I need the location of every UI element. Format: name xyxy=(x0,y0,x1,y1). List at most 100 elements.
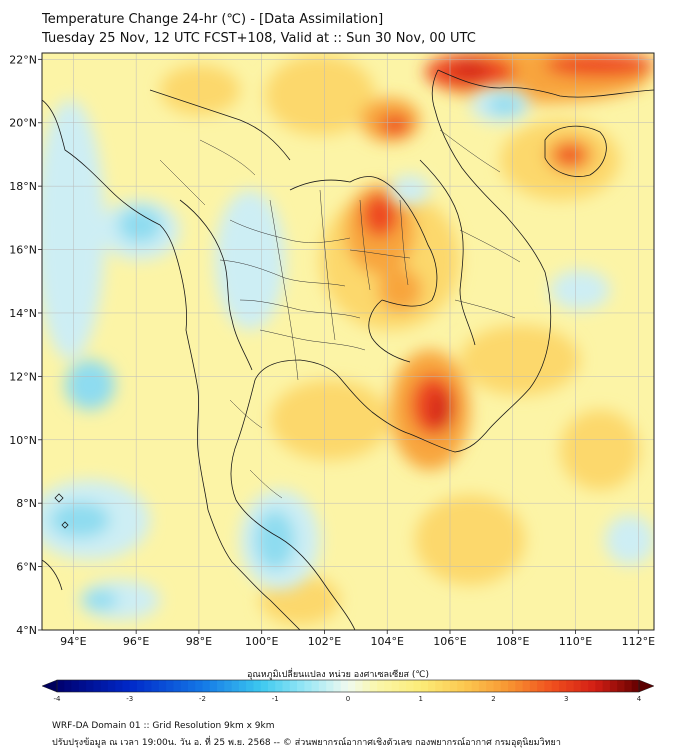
province-line xyxy=(219,259,346,287)
colorbar-cell xyxy=(340,680,349,692)
colorbar-cell xyxy=(202,680,211,692)
colorbar-cell xyxy=(362,680,371,692)
colorbar-cell xyxy=(195,680,203,692)
colorbar-cell xyxy=(580,680,589,692)
colorbar-cell xyxy=(435,680,443,692)
colorbar-cell xyxy=(406,680,414,692)
colorbar-cell xyxy=(57,680,65,692)
malay-peninsula-west xyxy=(207,509,301,630)
latitude-label: 12°N xyxy=(9,370,37,383)
colorbar-cell xyxy=(282,680,291,692)
thai-myanmar-border xyxy=(179,199,253,371)
province-line xyxy=(319,189,336,341)
colorbar-cell xyxy=(209,680,218,692)
latitude-label: 20°N xyxy=(9,117,37,130)
colorbar-cell xyxy=(297,680,305,692)
colorbar-cell xyxy=(187,680,196,692)
longitude-label: 112°E xyxy=(622,635,655,648)
colorbar-cell xyxy=(267,680,276,692)
latitude-label: 14°N xyxy=(9,307,37,320)
chart-title: Temperature Change 24-hr (℃) - [Data Ass… xyxy=(42,12,384,27)
colorbar-cell xyxy=(369,680,378,692)
cool-anomaly-blob xyxy=(42,100,105,360)
colorbar-cell xyxy=(391,680,400,692)
province-line xyxy=(454,299,516,319)
colorbar-cell xyxy=(486,680,494,692)
myanmar-coast xyxy=(42,99,209,511)
colorbar: -4 -3 -2 -1 0 1 2 3 4 xyxy=(41,679,655,703)
colorbar-cell xyxy=(217,680,225,692)
colorbar-tick-label: -1 xyxy=(272,695,279,703)
hainan xyxy=(544,125,607,177)
thai-cambodia-border xyxy=(368,299,411,363)
colorbar-cell xyxy=(260,680,269,692)
colorbar-cell xyxy=(151,680,160,692)
colorbar-tick-label: 3 xyxy=(564,695,568,703)
province-line xyxy=(459,229,521,263)
colorbar-cell xyxy=(624,680,633,692)
footer-model-info: WRF-DA Domain 01 :: Grid Resolution 9km … xyxy=(52,721,275,731)
colorbar-cell xyxy=(515,680,523,692)
cool-anomaly-blob xyxy=(50,502,110,538)
colorbar-cell xyxy=(224,680,232,692)
map-frame xyxy=(41,52,655,631)
colorbar-cell xyxy=(478,680,487,692)
colorbar-cell xyxy=(173,680,182,692)
colorbar-cell xyxy=(449,680,458,692)
warm-anomaly-blob xyxy=(545,53,654,77)
colorbar-cell xyxy=(500,680,509,692)
colorbar-cell xyxy=(238,680,247,692)
colorbar-cell xyxy=(442,680,451,692)
colorbar-cell xyxy=(137,680,145,692)
colorbar-cell xyxy=(413,680,422,692)
island-2 xyxy=(61,521,69,529)
cool-anomaly-blob xyxy=(487,95,523,115)
cool-anomaly-blob xyxy=(82,590,118,610)
colorbar-cell xyxy=(289,680,298,692)
longitude-label: 108°E xyxy=(496,635,529,648)
warm-anomaly-blob xyxy=(556,145,584,165)
colorbar-cell xyxy=(617,680,625,692)
latitude-label: 4°N xyxy=(16,624,37,637)
colorbar-cell xyxy=(78,680,87,692)
latitude-label: 8°N xyxy=(16,497,37,510)
colorbar-cell xyxy=(129,680,138,692)
longitude-label: 102°E xyxy=(308,635,341,648)
warm-anomaly-blob xyxy=(560,410,640,490)
colorbar-cell xyxy=(93,680,102,692)
colorbar-cell xyxy=(122,680,131,692)
warm-anomaly-blob xyxy=(270,380,390,460)
colorbar-cell xyxy=(180,680,189,692)
colorbar-cell xyxy=(115,680,123,692)
province-line xyxy=(439,129,501,173)
warm-anomaly-blob xyxy=(428,390,452,430)
warm-anomaly-blob xyxy=(380,115,410,135)
colorbar-tick-label: 2 xyxy=(491,695,495,703)
colorbar-cell xyxy=(573,680,582,692)
colorbar-cell xyxy=(602,680,611,692)
colorbar-cell xyxy=(529,680,538,692)
latitude-label: 10°N xyxy=(9,434,37,447)
colorbar-cell xyxy=(595,680,604,692)
colorbar-cell xyxy=(384,680,393,692)
colorbar-cell xyxy=(522,680,531,692)
chart-subtitle: Tuesday 25 Nov, 12 UTC FCST+108, Valid a… xyxy=(42,31,476,46)
colorbar-cell xyxy=(544,680,553,692)
colorbar-cell xyxy=(64,680,72,692)
colorbar-cell xyxy=(377,680,385,692)
colorbar-tick-label: -3 xyxy=(126,695,133,703)
longitude-labels: 94°E 96°E 98°E 100°E 102°E 104°E 106°E 108°E 110… xyxy=(60,630,655,648)
malay-peninsula-east xyxy=(230,439,356,630)
province-line xyxy=(359,199,371,291)
colorbar-tick-label: -4 xyxy=(54,695,62,703)
provincial-boundaries xyxy=(159,129,521,499)
cool-anomaly-blob xyxy=(605,515,654,565)
colorbar-cell xyxy=(311,680,320,692)
colorbar-cell xyxy=(348,680,356,692)
province-line xyxy=(229,219,351,243)
latitude-label: 22°N xyxy=(9,53,37,66)
latitude-label: 6°N xyxy=(16,561,37,574)
colorbar-cell xyxy=(493,680,502,692)
colorbar-cell xyxy=(71,680,80,692)
